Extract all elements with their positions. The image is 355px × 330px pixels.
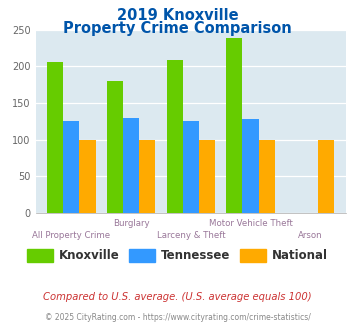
Text: Property Crime Comparison: Property Crime Comparison [63,21,292,36]
Bar [242,119,258,213]
Text: Arson: Arson [298,231,323,240]
Bar [258,140,275,213]
Bar [63,121,80,213]
Text: Compared to U.S. average. (U.S. average equals 100): Compared to U.S. average. (U.S. average … [43,292,312,302]
Text: © 2025 CityRating.com - https://www.cityrating.com/crime-statistics/: © 2025 CityRating.com - https://www.city… [45,314,310,322]
Bar [80,140,95,213]
Bar [226,39,242,213]
Text: 2019 Knoxville: 2019 Knoxville [117,8,238,23]
Text: Larceny & Theft: Larceny & Theft [157,231,225,240]
Text: Motor Vehicle Theft: Motor Vehicle Theft [209,219,293,228]
Bar [183,121,199,213]
Bar [107,81,123,213]
Bar [139,140,155,213]
Legend: Knoxville, Tennessee, National: Knoxville, Tennessee, National [24,245,331,266]
Bar [123,118,139,213]
Bar [166,60,183,213]
Text: All Property Crime: All Property Crime [32,231,110,240]
Bar [199,140,215,213]
Bar [318,140,334,213]
Text: Burglary: Burglary [113,219,149,228]
Bar [47,62,63,213]
